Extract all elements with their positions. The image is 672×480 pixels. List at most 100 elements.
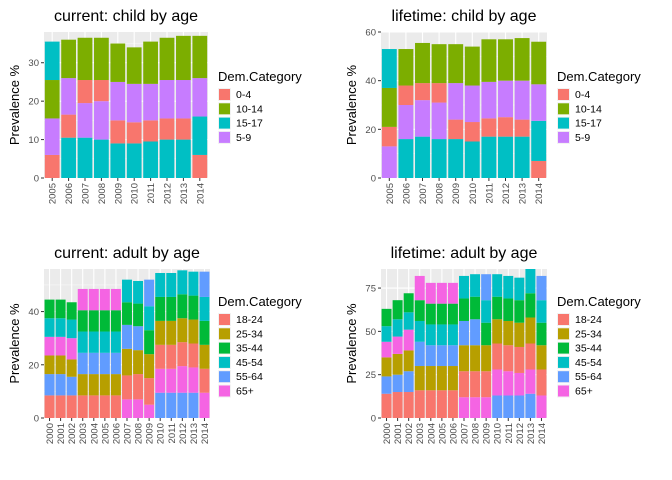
x-tick-label: 2009: [451, 183, 462, 204]
legend-swatch: [219, 314, 230, 325]
bar-segment: [110, 120, 126, 144]
bar-segment: [88, 395, 99, 418]
y-tick-label: 30: [28, 58, 39, 69]
legend-swatch: [219, 328, 230, 340]
bar-segment: [77, 103, 93, 138]
chart-panel-3: current: adult by age Prevalence % 0 20 40 20…: [7, 245, 302, 444]
bar-segment: [425, 345, 436, 367]
bar-segment: [464, 46, 480, 86]
bar-segment: [392, 300, 403, 320]
bar-segment: [44, 154, 60, 178]
bar-segment: [176, 35, 191, 81]
legend-label: 55-64: [236, 371, 263, 383]
bar-segment: [55, 336, 66, 356]
bar-segment: [447, 366, 458, 391]
bar-segment: [381, 49, 397, 88]
x-tick-label: 2011: [167, 423, 178, 443]
bar-segment: [192, 116, 208, 155]
x-tick-label: 2006: [401, 183, 412, 204]
bar-segment: [77, 331, 88, 353]
bar-segment: [155, 344, 166, 369]
bar-segment: [415, 42, 430, 84]
bar-segment: [415, 83, 430, 101]
bar-segment: [464, 122, 480, 142]
bar-segment: [77, 374, 88, 396]
bar-segment: [77, 37, 93, 81]
legend-swatch: [558, 356, 569, 368]
bar-segment: [155, 296, 166, 321]
bar-segment: [110, 310, 121, 332]
x-tick-label: 2007: [81, 183, 92, 204]
bar-segment: [470, 319, 481, 346]
legend-label: 45-54: [236, 357, 263, 369]
bar-segment: [159, 37, 175, 81]
bar-segment: [381, 376, 392, 394]
legend: Dem.Category 18-24 25-34 35-44 45-54 55-64 65+: [557, 294, 641, 398]
x-tick-label: 2013: [526, 423, 537, 444]
x-tick-label: 2014: [195, 183, 206, 204]
bar-segment: [133, 399, 144, 418]
bar-segment: [503, 345, 514, 372]
bar-segment: [514, 300, 525, 323]
bar-segment: [536, 275, 547, 301]
legend-swatch: [558, 103, 569, 115]
bar-segment: [155, 272, 166, 297]
x-tick-label: 2012: [515, 423, 526, 444]
bar-segment: [392, 392, 403, 418]
x-tick-label: 2013: [518, 183, 529, 204]
bar-segment: [66, 395, 77, 418]
bar-segment: [481, 136, 497, 178]
x-tick-label: 2012: [501, 183, 512, 204]
bar-segment: [381, 308, 392, 327]
bar-segment: [110, 395, 121, 418]
bar-segment: [94, 139, 109, 178]
bar-segment: [159, 118, 175, 140]
bar-segment: [503, 275, 514, 299]
legend-label: 0-4: [575, 89, 590, 101]
bar-segment: [77, 137, 93, 178]
bar-segment: [381, 87, 397, 127]
bar-segment: [459, 371, 469, 398]
bar-segment: [448, 44, 464, 84]
bar-segment: [464, 85, 480, 123]
bar-segment: [61, 137, 76, 178]
legend-swatch: [558, 314, 569, 325]
bar-segment: [122, 324, 132, 349]
bar-segment: [525, 269, 536, 294]
bar-segment: [199, 271, 210, 297]
bar-segment: [177, 318, 188, 343]
bar-segment: [77, 288, 88, 311]
legend-label: 25-34: [236, 328, 263, 340]
bar-segment: [144, 279, 155, 307]
bar-segment: [470, 274, 481, 297]
y-axis-label: Prevalence %: [344, 303, 359, 384]
x-tick-label: 2004: [426, 423, 437, 444]
bar-segment: [514, 346, 525, 373]
bar-segment: [166, 368, 177, 393]
bar-segment: [536, 395, 547, 418]
bar-segment: [188, 392, 199, 418]
x-tick-label: 2013: [179, 183, 190, 204]
bar-segment: [414, 320, 425, 342]
bar-segment: [110, 374, 121, 396]
bar-segment: [431, 44, 447, 84]
x-tick-label: 2008: [471, 423, 482, 444]
bar-segment: [381, 326, 392, 342]
x-tick-label: 2002: [404, 423, 415, 444]
bar-segment: [177, 270, 188, 295]
bar-segment: [143, 120, 158, 142]
x-tick-label: 2009: [113, 183, 124, 204]
bar-segment: [492, 395, 503, 418]
bar-segment: [514, 38, 530, 81]
chart-title: lifetime: adult by age: [391, 245, 538, 262]
bar-segment: [447, 303, 458, 325]
bar-segment: [44, 318, 55, 337]
bar-segment: [459, 275, 469, 299]
bar-segment: [481, 397, 492, 418]
legend-label: 10-14: [236, 103, 263, 115]
bar-segment: [481, 274, 492, 301]
legend: Dem.Category 18-24 25-34 35-44 45-54 55-64 65+: [218, 294, 302, 398]
legend-swatch: [219, 117, 230, 129]
bar-segment: [403, 312, 414, 330]
legend-swatch: [219, 356, 230, 368]
